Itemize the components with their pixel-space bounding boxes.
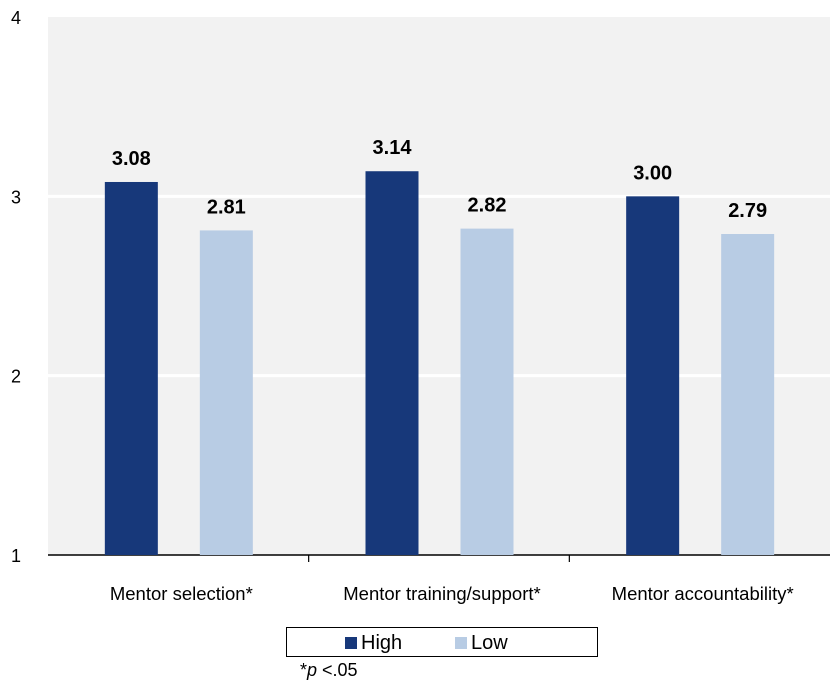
bar-low bbox=[721, 233, 775, 555]
legend: High Low bbox=[286, 627, 598, 657]
y-tick-label: 1 bbox=[11, 546, 21, 566]
x-category-label: Mentor training/support* bbox=[343, 583, 540, 604]
footnote-prefix: * bbox=[300, 660, 308, 680]
data-label: 3.14 bbox=[373, 137, 413, 159]
bar-high bbox=[104, 181, 158, 555]
data-label: 2.81 bbox=[207, 196, 246, 218]
legend-swatch-low bbox=[455, 637, 467, 649]
bar-high bbox=[626, 196, 680, 556]
data-label: 3.00 bbox=[633, 162, 672, 184]
bar-high bbox=[365, 171, 419, 555]
x-category-label: Mentor selection* bbox=[110, 583, 253, 604]
legend-swatch-high bbox=[345, 637, 357, 649]
y-tick-label: 3 bbox=[11, 187, 21, 207]
significance-footnote: *p <.05 bbox=[300, 660, 358, 681]
data-label: 2.79 bbox=[728, 200, 767, 222]
data-label: 3.08 bbox=[112, 148, 151, 170]
footnote-p: p bbox=[307, 660, 318, 680]
bar-low bbox=[199, 230, 253, 555]
legend-label-high: High bbox=[361, 632, 403, 654]
x-category-label: Mentor accountability* bbox=[612, 583, 794, 604]
bar-low bbox=[460, 228, 514, 555]
plot-area bbox=[48, 17, 830, 555]
legend-item-low: Low bbox=[455, 632, 508, 655]
y-tick-label: 4 bbox=[11, 8, 21, 28]
y-tick-label: 2 bbox=[11, 367, 21, 387]
data-label: 2.82 bbox=[468, 195, 507, 217]
footnote-suffix: <.05 bbox=[317, 660, 358, 680]
legend-label-low: Low bbox=[471, 632, 508, 654]
legend-item-high: High bbox=[345, 632, 402, 655]
